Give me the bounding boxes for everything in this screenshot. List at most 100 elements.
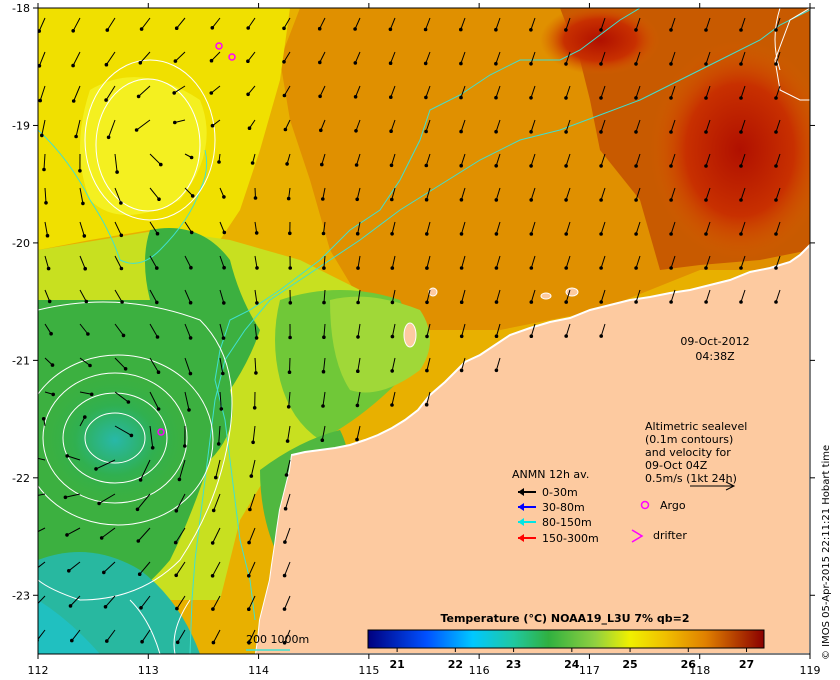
velocity-arrow-head bbox=[188, 300, 193, 305]
velocity-arrow-head bbox=[425, 266, 429, 270]
velocity-arrow bbox=[426, 323, 431, 337]
velocity-arrow bbox=[106, 629, 116, 642]
velocity-arrow-head bbox=[494, 129, 498, 134]
velocity-arrow-head bbox=[209, 91, 214, 95]
drifter-label: drifter bbox=[653, 529, 687, 542]
velocity-arrow-head bbox=[356, 335, 360, 339]
velocity-arrow-head bbox=[173, 540, 178, 545]
velocity-arrow-head bbox=[254, 371, 258, 375]
velocity-arrow bbox=[775, 85, 781, 99]
velocity-arrow bbox=[114, 221, 122, 236]
velocity-arrow bbox=[565, 289, 571, 303]
velocity-arrow bbox=[184, 221, 193, 233]
velocity-arrow-head bbox=[50, 363, 55, 367]
velocity-arrow-head bbox=[388, 27, 393, 32]
velocity-arrow-head bbox=[222, 301, 226, 305]
velocity-arrow bbox=[635, 17, 641, 31]
velocity-arrow-head bbox=[106, 135, 111, 140]
velocity-arrow bbox=[565, 85, 571, 99]
velocity-arrow bbox=[211, 51, 221, 62]
colorbar-tick-label: 26 bbox=[681, 658, 697, 671]
velocity-arrow-head bbox=[134, 128, 139, 132]
velocity-arrow bbox=[600, 255, 606, 269]
velocity-arrow-head bbox=[459, 334, 464, 339]
velocity-arrow bbox=[66, 527, 81, 536]
velocity-arrow bbox=[670, 187, 676, 201]
velocity-arrow-head bbox=[283, 506, 288, 511]
velocity-arrow bbox=[565, 119, 571, 133]
velocity-arrow-head bbox=[211, 607, 215, 611]
velocity-arrow bbox=[322, 187, 326, 200]
velocity-arrow-head bbox=[63, 495, 68, 500]
velocity-arrow bbox=[565, 323, 571, 337]
velocity-arrow bbox=[175, 493, 186, 512]
velocity-arrow-head bbox=[774, 232, 778, 236]
velocity-arrow bbox=[75, 119, 81, 137]
velocity-arrow-head bbox=[459, 129, 463, 134]
velocity-arrow bbox=[461, 289, 466, 303]
velocity-arrow-head bbox=[774, 164, 778, 168]
legend-label-0: 0-30m bbox=[542, 486, 578, 499]
colorbar-tick-label: 23 bbox=[506, 658, 521, 671]
velocity-arrow bbox=[79, 255, 86, 269]
velocity-arrow bbox=[114, 323, 124, 336]
velocity-arrow-head bbox=[459, 368, 464, 373]
velocity-arrow bbox=[114, 187, 122, 204]
velocity-arrow-head bbox=[389, 163, 394, 168]
velocity-arrow bbox=[670, 51, 676, 65]
colorbar-ticks: 21 22 23 24 25 26 27 bbox=[389, 648, 754, 671]
velocity-arrow bbox=[79, 323, 89, 335]
velocity-arrow-head bbox=[254, 336, 259, 340]
velocity-arrow-head bbox=[459, 163, 464, 168]
velocity-arrow bbox=[426, 289, 431, 303]
velocity-arrow-head bbox=[322, 335, 326, 340]
velocity-arrow bbox=[149, 221, 158, 234]
velocity-arrow-head bbox=[389, 129, 393, 133]
colorbar-tick-label: 25 bbox=[622, 658, 637, 671]
velocity-arrow-head bbox=[739, 232, 743, 236]
velocity-arrow bbox=[70, 595, 81, 607]
lat-tick-label: -19 bbox=[12, 119, 30, 132]
velocity-arrow-head bbox=[390, 197, 394, 202]
velocity-arrow-head bbox=[529, 300, 534, 304]
velocity-arrow-head bbox=[425, 334, 429, 339]
velocity-arrow-head bbox=[282, 93, 287, 98]
velocity-arrow-head bbox=[669, 96, 673, 100]
lon-tick-label: 112 bbox=[28, 664, 49, 677]
velocity-arrow-head bbox=[139, 27, 144, 31]
velocity-arrow-head bbox=[459, 232, 464, 236]
date-label: 09-Oct-2012 bbox=[680, 335, 749, 348]
velocity-arrow-head bbox=[634, 28, 638, 32]
velocity-arrow bbox=[137, 527, 151, 542]
velocity-arrow bbox=[357, 221, 361, 234]
velocity-arrow bbox=[426, 255, 431, 269]
velocity-arrow-head bbox=[390, 369, 395, 373]
velocity-arrow bbox=[565, 17, 571, 31]
legend-title: ANMN 12h av. bbox=[512, 468, 589, 481]
velocity-arrow-head bbox=[494, 334, 499, 339]
velocity-arrow bbox=[670, 153, 676, 167]
velocity-arrow bbox=[79, 357, 91, 366]
velocity-arrow bbox=[140, 595, 151, 609]
velocity-arrow-head bbox=[704, 28, 708, 32]
velocity-arrow-head bbox=[356, 369, 360, 374]
velocity-arrow bbox=[323, 323, 326, 338]
velocity-arrow-head bbox=[529, 334, 534, 339]
velocity-arrow bbox=[219, 391, 222, 409]
velocity-arrow bbox=[114, 357, 126, 370]
velocity-arrow-head bbox=[172, 91, 176, 95]
velocity-arrow bbox=[495, 85, 501, 98]
velocity-arrow-head bbox=[210, 123, 215, 128]
velocity-arrow-head bbox=[529, 232, 534, 236]
velocity-arrow-head bbox=[318, 94, 322, 99]
velocity-arrow-head bbox=[669, 300, 673, 304]
velocity-arrow bbox=[530, 323, 536, 337]
velocity-arrow bbox=[600, 17, 606, 31]
velocity-arrow bbox=[44, 221, 48, 236]
velocity-arrow-head bbox=[217, 160, 221, 164]
velocity-arrow bbox=[426, 187, 431, 200]
velocity-arrow-head bbox=[250, 161, 255, 165]
velocity-arrow-head bbox=[174, 509, 179, 513]
velocity-arrow bbox=[287, 425, 291, 442]
velocity-arrow bbox=[284, 527, 291, 543]
